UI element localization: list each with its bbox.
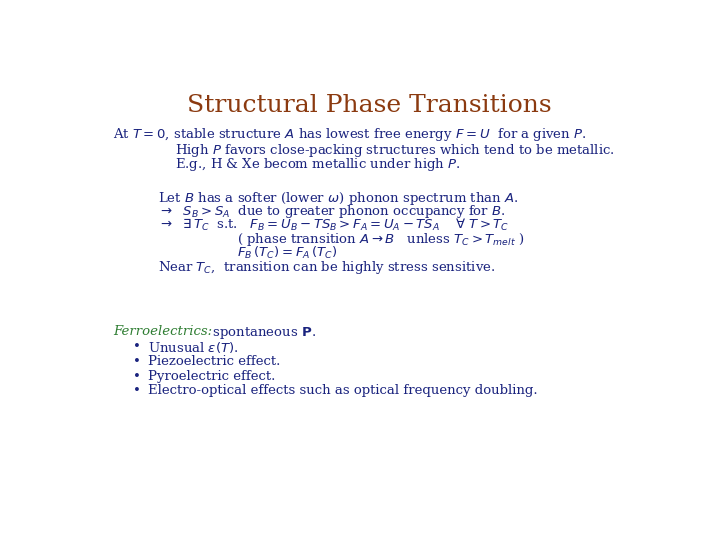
Text: Piezoelectric effect.: Piezoelectric effect. bbox=[148, 355, 281, 368]
Text: ( phase transition $A \rightarrow B$   unless $T_C > T_{melt}$ ): ( phase transition $A \rightarrow B$ unl… bbox=[238, 231, 525, 248]
Text: •: • bbox=[132, 370, 140, 383]
Text: $\rightarrow$  $\exists\, T_C$  s.t.   $F_B = U_B - T S_B > F_A = U_A - T S_A$  : $\rightarrow$ $\exists\, T_C$ s.t. $F_B … bbox=[158, 217, 510, 233]
Text: $\rightarrow$  $S_B > S_A$  due to greater phonon occupancy for $B$.: $\rightarrow$ $S_B > S_A$ due to greater… bbox=[158, 204, 506, 220]
Text: Let $B$ has a softer (lower $\omega$) phonon spectrum than $A$.: Let $B$ has a softer (lower $\omega$) ph… bbox=[158, 190, 518, 206]
Text: •: • bbox=[132, 355, 140, 368]
Text: •: • bbox=[132, 384, 140, 397]
Text: At $T = 0$, stable structure $A$ has lowest free energy $F = U$  for a given $P$: At $T = 0$, stable structure $A$ has low… bbox=[113, 126, 587, 144]
Text: E.g., H & Xe becom metallic under high $P$.: E.g., H & Xe becom metallic under high $… bbox=[175, 156, 461, 173]
Text: $F_B\,(T_C) = F_A\,(T_C)$: $F_B\,(T_C) = F_A\,(T_C)$ bbox=[238, 245, 338, 261]
Text: High $P$ favors close-packing structures which tend to be metallic.: High $P$ favors close-packing structures… bbox=[175, 142, 615, 159]
Text: Near $T_C$,  transition can be highly stress sensitive.: Near $T_C$, transition can be highly str… bbox=[158, 259, 495, 276]
Text: spontaneous $\mathbf{P}$.: spontaneous $\mathbf{P}$. bbox=[204, 325, 316, 341]
Text: Pyroelectric effect.: Pyroelectric effect. bbox=[148, 370, 276, 383]
Text: •: • bbox=[132, 340, 140, 354]
Text: Ferroelectrics:: Ferroelectrics: bbox=[113, 325, 212, 338]
Text: Electro-optical effects such as optical frequency doubling.: Electro-optical effects such as optical … bbox=[148, 384, 538, 397]
Text: Structural Phase Transitions: Structural Phase Transitions bbox=[186, 94, 552, 117]
Text: Unusual $\varepsilon(T)$.: Unusual $\varepsilon(T)$. bbox=[148, 340, 238, 355]
